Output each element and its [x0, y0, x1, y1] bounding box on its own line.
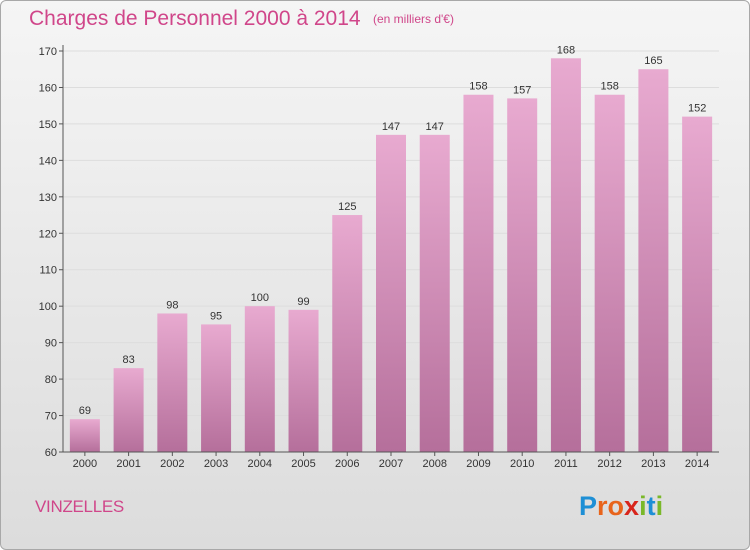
x-tick-label: 2011 [554, 458, 578, 470]
logo-letter: i [639, 491, 647, 521]
bar-2004 [244, 306, 275, 452]
x-tick-label: 2000 [73, 458, 97, 470]
value-label: 157 [513, 84, 531, 96]
bar-2014 [682, 116, 713, 453]
x-tick-label: 2001 [116, 458, 140, 470]
value-label: 147 [382, 121, 400, 133]
y-tick-label: 60 [45, 447, 57, 459]
value-label: 152 [688, 103, 706, 115]
logo-letter: o [607, 491, 625, 521]
x-tick-label: 2002 [160, 458, 184, 470]
y-tick-label: 150 [39, 119, 57, 131]
axes: 60 70 80 90 100 110 120 130 140 150 160 170 [39, 45, 719, 459]
value-label: 95 [210, 310, 222, 322]
place-name: VINZELLES [35, 497, 124, 516]
logo-letter: i [655, 491, 664, 521]
value-label: 69 [79, 405, 91, 417]
x-tick-label: 2008 [422, 458, 446, 470]
labels: 69 2000 83 2001 98 2002 95 2003 100 2004 99 2005 125… [73, 44, 710, 470]
x-tick-label: 2004 [248, 458, 272, 470]
y-tick-label: 100 [39, 301, 57, 313]
y-tick-label: 120 [39, 228, 57, 240]
bar-2013 [638, 69, 669, 453]
bar-2007 [376, 134, 406, 452]
bar-2011 [550, 58, 581, 453]
bar-2009 [463, 94, 494, 452]
x-tick-label: 2013 [641, 458, 665, 470]
value-label: 83 [122, 354, 134, 366]
bar-2003 [201, 324, 232, 452]
y-tick-label: 130 [39, 192, 57, 204]
value-label: 158 [469, 81, 487, 93]
value-label: 158 [600, 81, 618, 93]
y-tick-label: 80 [45, 374, 57, 386]
x-tick-label: 2006 [335, 458, 359, 470]
value-label: 147 [426, 121, 444, 133]
bar-2000 [69, 419, 100, 452]
bar-2005 [288, 309, 319, 452]
value-label: 125 [338, 201, 356, 213]
x-tick-label: 2003 [204, 458, 228, 470]
bar-2012 [594, 94, 625, 452]
logo-letter: r [597, 491, 608, 521]
chart-title: Charges de Personnel 2000 à 2014 [29, 7, 361, 30]
chart-subtitle: (en milliers d'€) [373, 12, 454, 26]
y-tick-label: 170 [39, 46, 57, 58]
x-tick-label: 2010 [510, 458, 534, 470]
x-tick-label: 2007 [379, 458, 403, 470]
bar-2010 [507, 98, 538, 453]
y-tick-label: 110 [39, 265, 57, 277]
y-tick-label: 90 [45, 338, 57, 350]
x-tick-label: 2014 [685, 458, 709, 470]
logo-letter: x [624, 491, 640, 521]
value-label: 168 [557, 44, 575, 56]
bar-2006 [332, 215, 363, 452]
x-tick-label: 2012 [597, 458, 621, 470]
value-label: 165 [644, 55, 662, 67]
logo-letter: t [646, 491, 656, 521]
proxiti-logo: Proxiti [579, 491, 663, 522]
y-tick-label: 160 [39, 82, 57, 94]
logo-letter: P [579, 491, 598, 521]
bars [69, 58, 713, 453]
y-tick-label: 70 [45, 411, 57, 423]
bar-2001 [113, 368, 144, 452]
x-tick-label: 2005 [291, 458, 315, 470]
bar-2008 [419, 134, 450, 452]
value-label: 99 [297, 296, 309, 308]
y-tick-label: 140 [39, 155, 57, 167]
value-label: 100 [251, 292, 269, 304]
x-tick-label: 2009 [466, 458, 490, 470]
value-label: 98 [166, 299, 178, 311]
bar-2002 [157, 313, 188, 452]
